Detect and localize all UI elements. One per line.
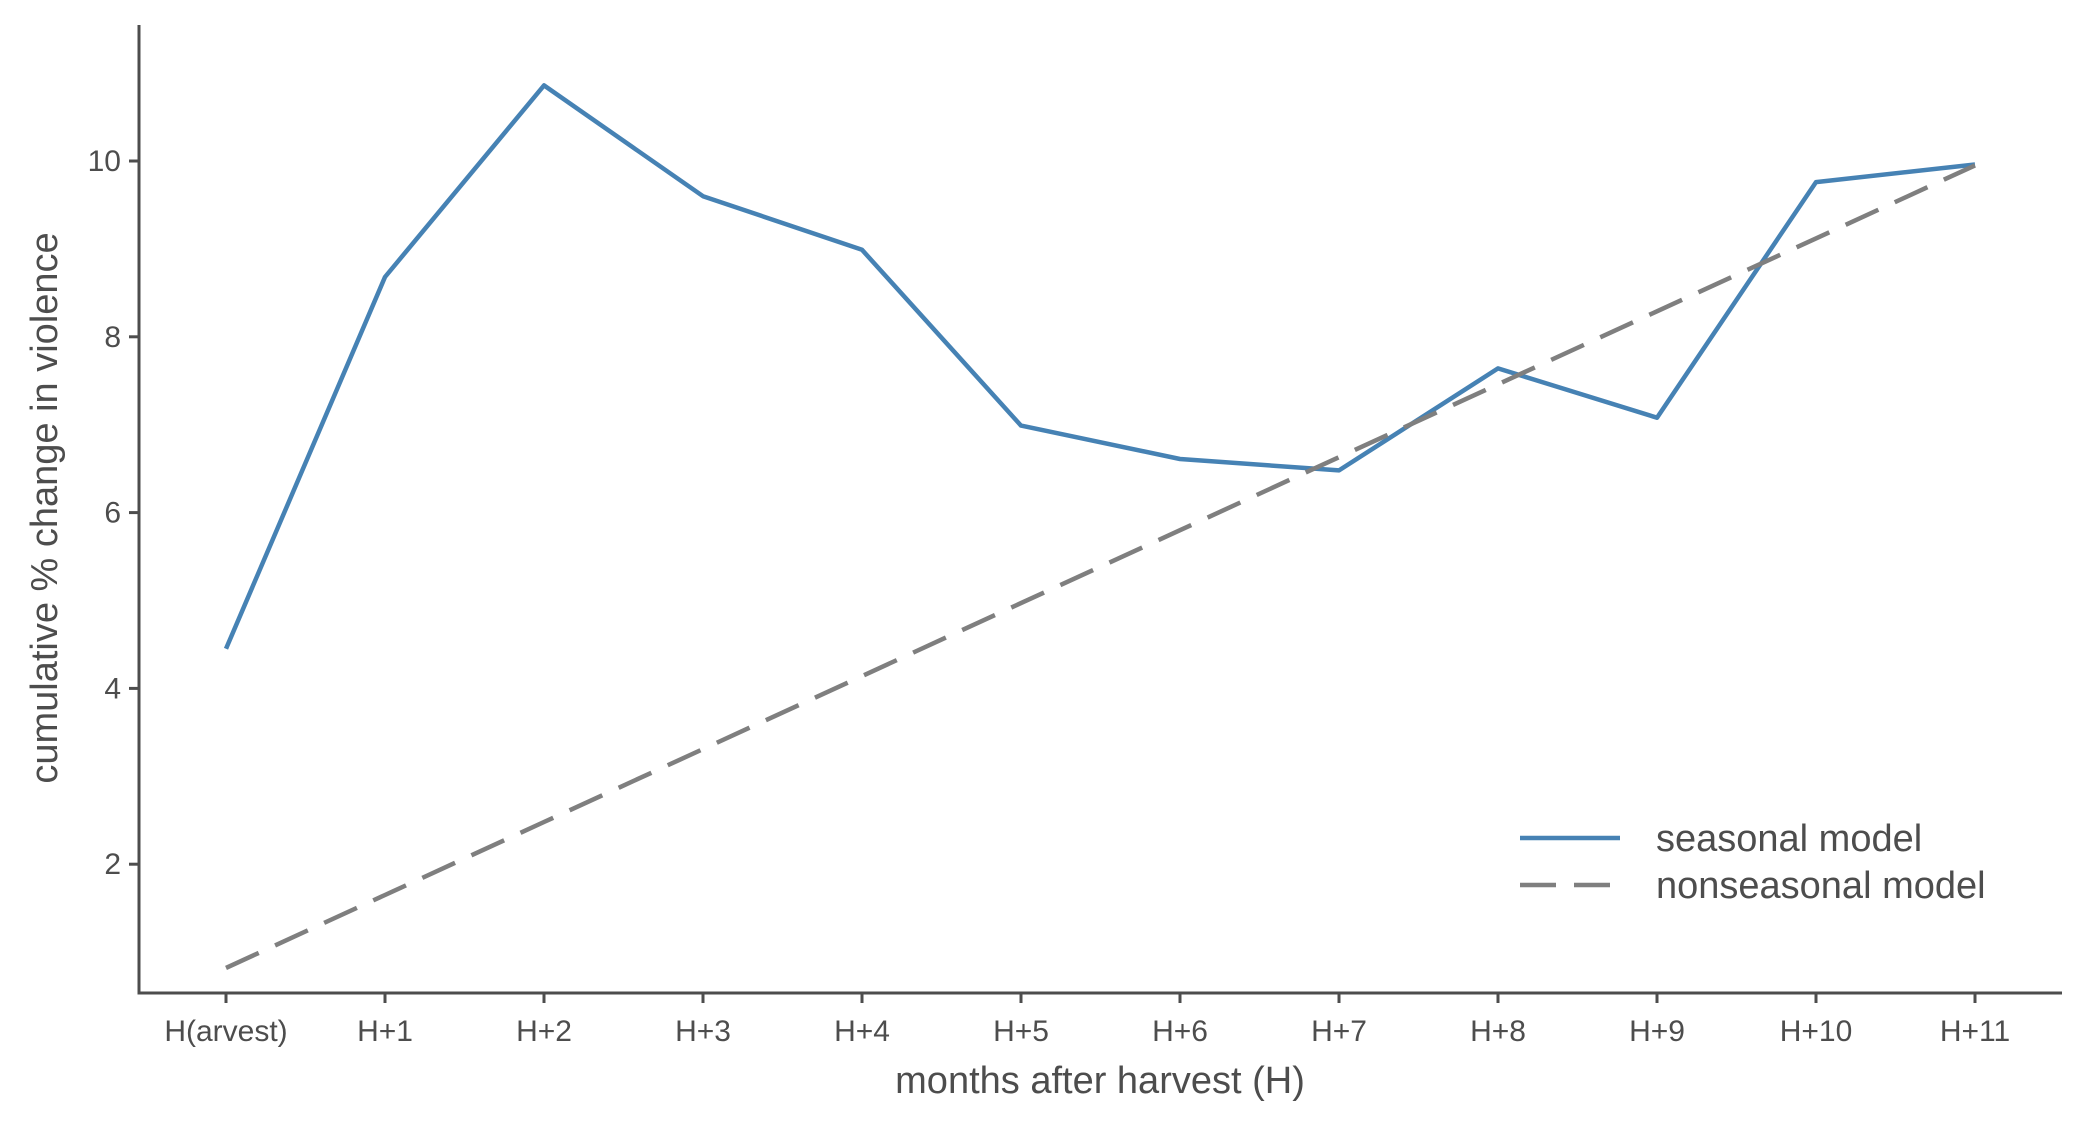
x-tick-label: H+1 [357,1015,413,1048]
x-tick-label: H+9 [1629,1015,1685,1048]
y-tick-label: 4 [104,672,121,705]
seasonal-model-line [223,83,1976,650]
y-axis-ticks: 2 4 6 8 10 [88,145,139,881]
x-axis-ticks: H(arvest) H+1 H+2 H+3 H+4 H+5 H+6 H+7 H+8 H+9 H+10… [164,993,2010,1048]
x-tick-label: H+3 [675,1015,731,1048]
x-tick-label: H+2 [516,1015,572,1048]
y-tick-label: 6 [104,497,121,530]
x-tick-label: H(arvest) [164,1015,287,1048]
legend: seasonal model nonseasonal model [1520,818,1986,907]
x-tick-label: H+11 [1940,1015,2010,1048]
legend-label: nonseasonal model [1656,865,1986,907]
y-tick-label: 2 [104,848,121,881]
y-tick-label: 10 [88,145,121,178]
x-tick-label: H+5 [993,1015,1049,1048]
y-axis-title: cumulative % change in violence [24,232,66,783]
x-tick-label: H+4 [834,1015,890,1048]
x-tick-label: H+7 [1311,1015,1367,1048]
x-tick-label: H+6 [1152,1015,1208,1048]
plot-area [223,83,1976,970]
axes: 2 4 6 8 10 H(arvest) H+1 H+2 H+3 H+4 H+5 H+6 H+7 H+8… [88,25,2062,1048]
x-tick-label: H+10 [1780,1015,1853,1048]
legend-label: seasonal model [1656,818,1922,860]
x-axis-title: months after harvest (H) [895,1060,1305,1102]
x-tick-label: H+8 [1470,1015,1526,1048]
y-tick-label: 8 [104,321,121,354]
